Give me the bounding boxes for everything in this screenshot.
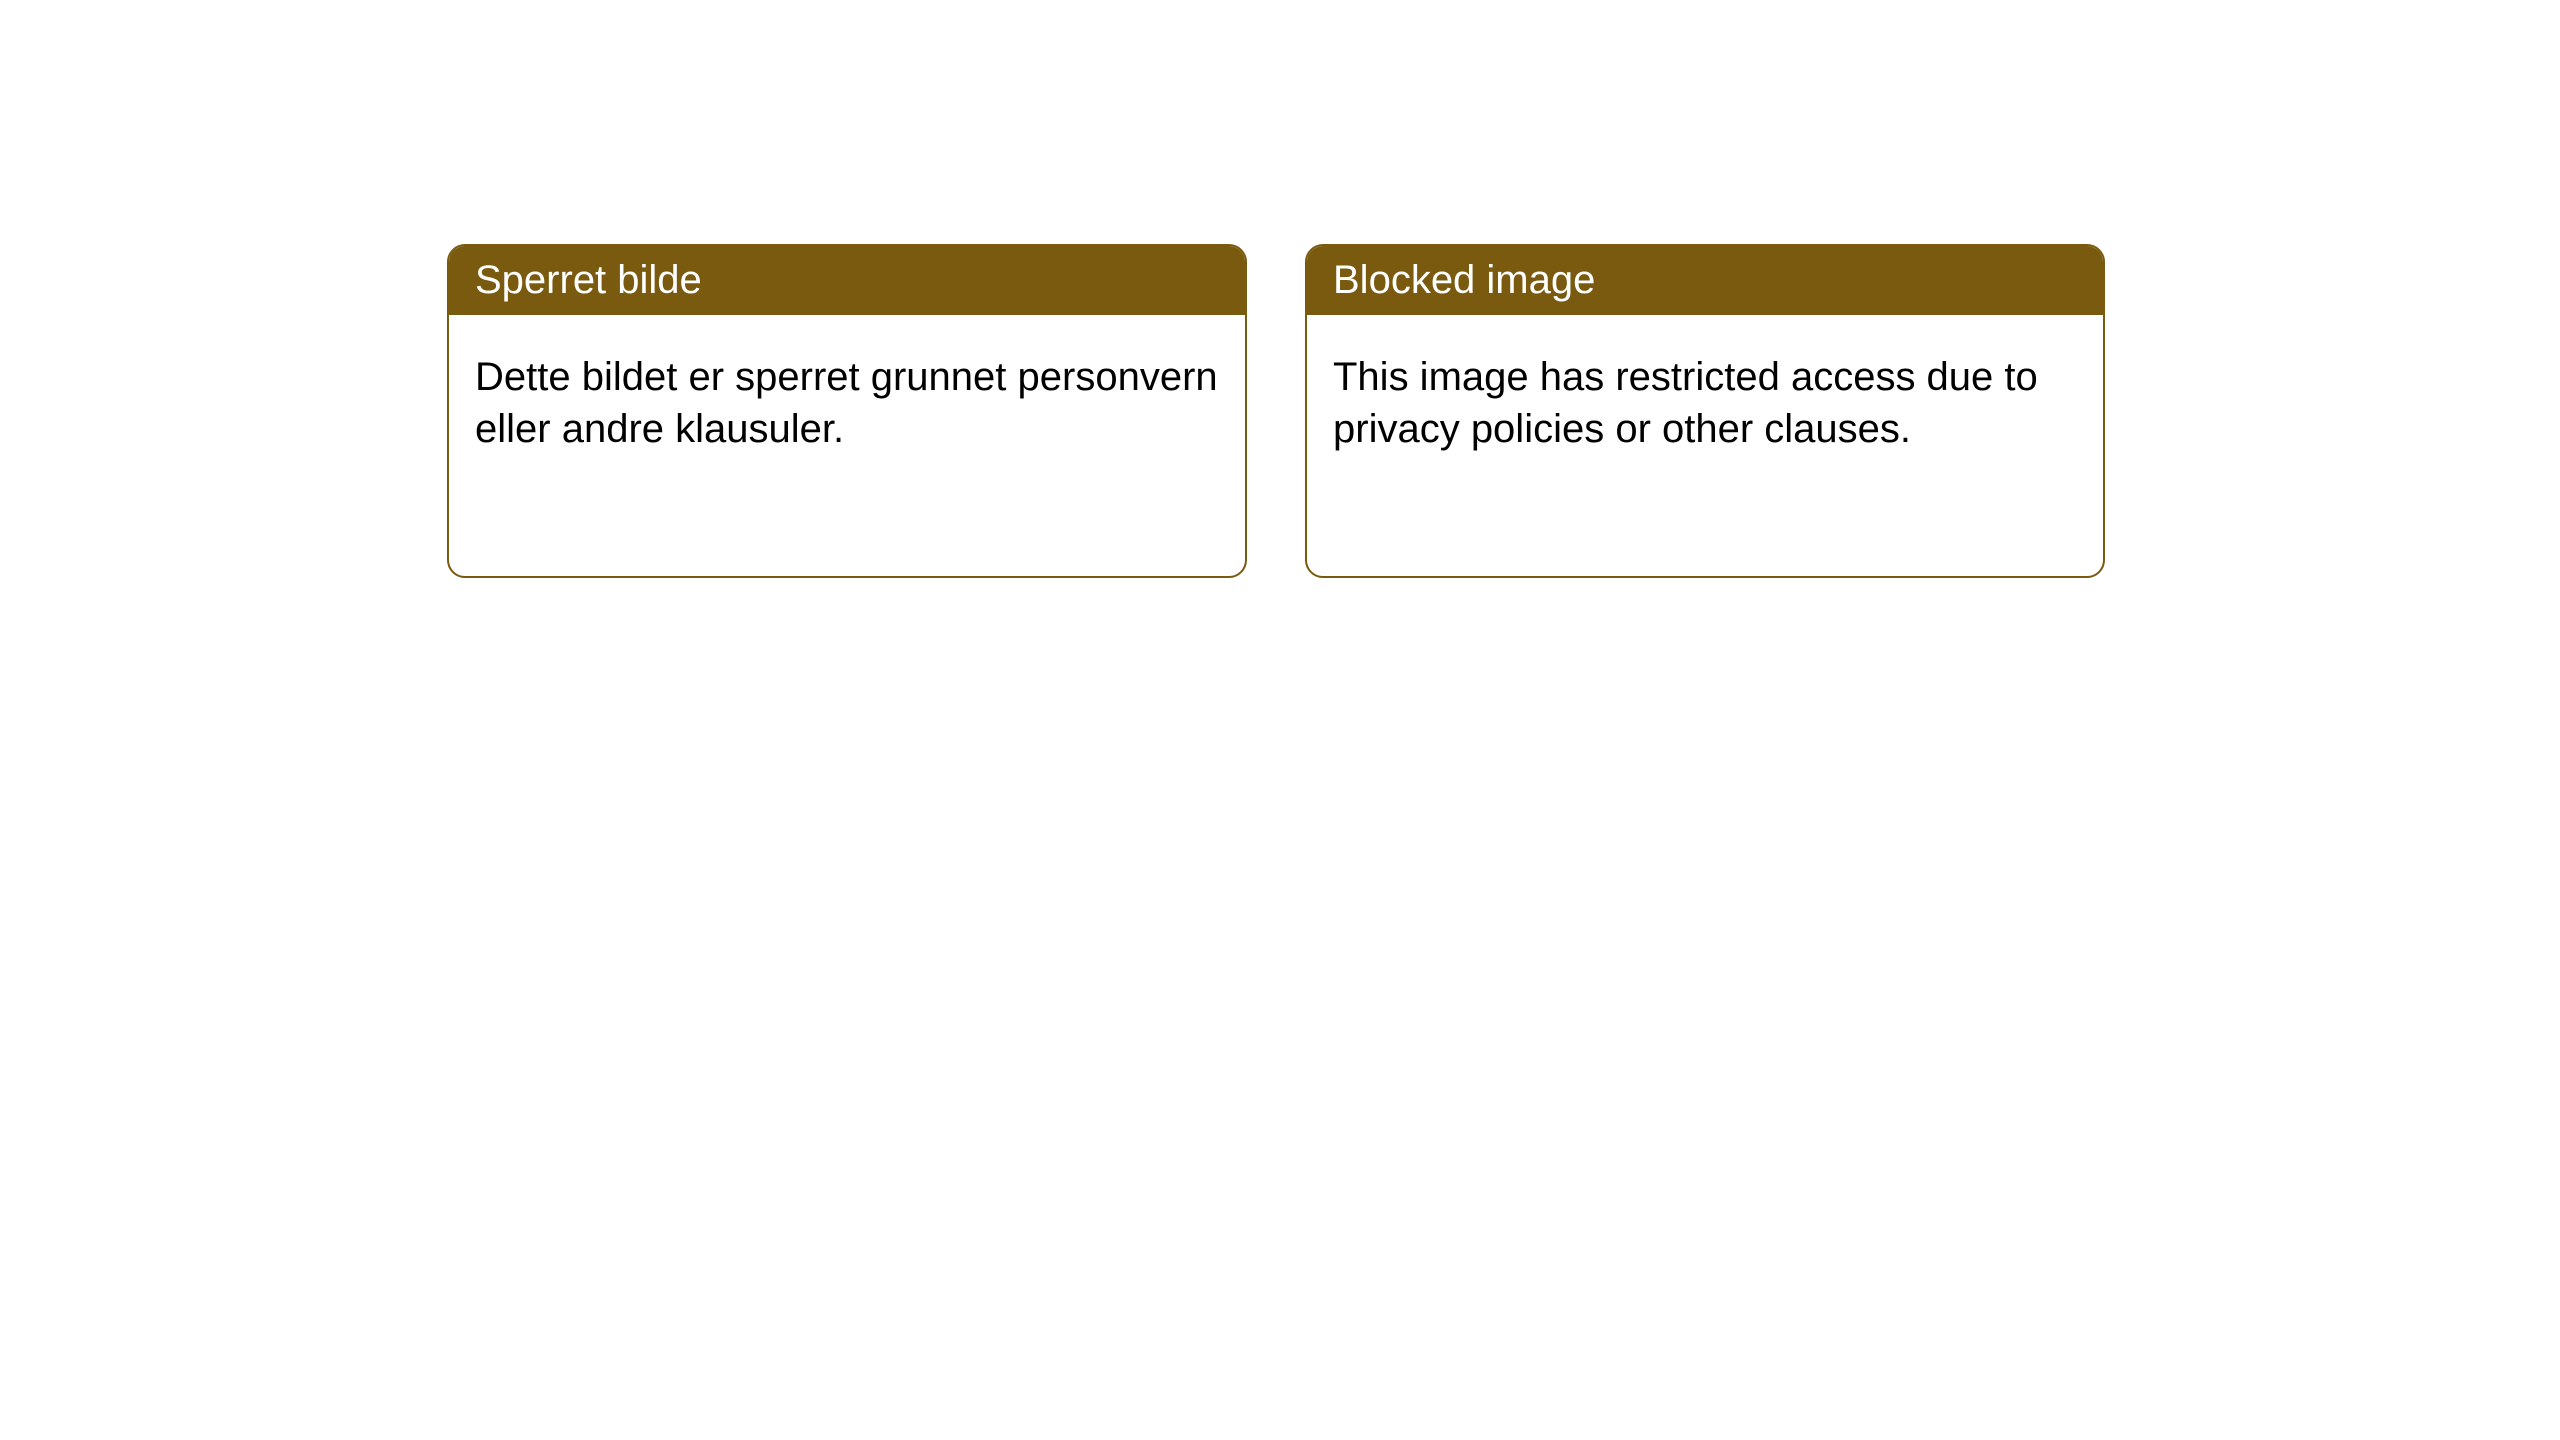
notice-card-norwegian: Sperret bilde Dette bildet er sperret gr… bbox=[447, 244, 1247, 578]
notice-header: Sperret bilde bbox=[449, 246, 1245, 315]
notice-header: Blocked image bbox=[1307, 246, 2103, 315]
notice-card-english: Blocked image This image has restricted … bbox=[1305, 244, 2105, 578]
notice-body: Dette bildet er sperret grunnet personve… bbox=[449, 315, 1245, 491]
notice-container: Sperret bilde Dette bildet er sperret gr… bbox=[0, 0, 2560, 578]
notice-body: This image has restricted access due to … bbox=[1307, 315, 2103, 491]
